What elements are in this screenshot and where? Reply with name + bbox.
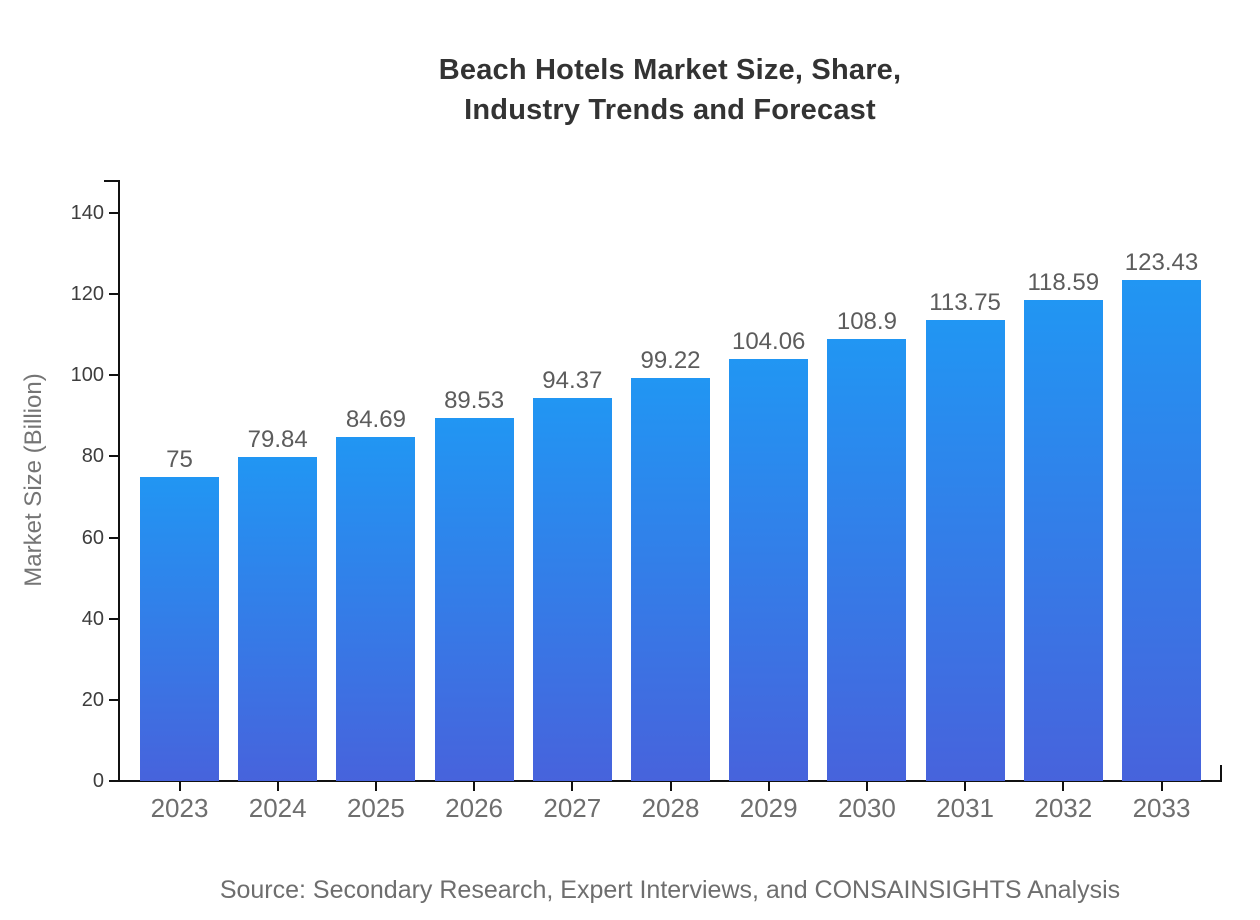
bar-value-label: 113.75 — [929, 288, 1001, 316]
y-tick-label: 40 — [81, 607, 104, 630]
x-tick — [865, 782, 868, 791]
y-tick — [109, 698, 118, 701]
bar-value-label: 79.84 — [247, 426, 308, 454]
bar — [925, 319, 1005, 781]
x-tick-label: 2029 — [739, 793, 798, 823]
x-tick-label: 2031 — [936, 793, 995, 823]
bar-value-label: 108.9 — [836, 308, 897, 336]
y-tick — [109, 617, 118, 620]
y-axis-end-cap — [104, 180, 120, 182]
x-tick — [1062, 782, 1065, 791]
bar — [1023, 299, 1103, 781]
x-tick — [669, 782, 672, 791]
x-tick — [1160, 782, 1163, 791]
x-tick-label: 2030 — [837, 793, 896, 823]
bar-value-label: 118.59 — [1027, 268, 1100, 296]
bar — [434, 417, 514, 781]
x-tick — [767, 782, 770, 791]
y-tick — [109, 536, 118, 539]
bar-value-label: 99.22 — [640, 347, 701, 375]
bar — [336, 437, 416, 781]
chart-title-line1: Beach Hotels Market Size, Share, — [438, 54, 902, 86]
y-tick — [109, 455, 118, 458]
x-tick — [473, 782, 476, 791]
y-tick-label: 140 — [70, 202, 104, 224]
bar — [1122, 280, 1201, 781]
x-tick — [964, 782, 967, 791]
x-tick-label: 2024 — [248, 793, 307, 823]
chart-title-line2: Industry Trends and Forecast — [464, 94, 876, 126]
bar-value-label: 75 — [166, 445, 193, 473]
bar — [631, 378, 710, 781]
x-tick-label: 2025 — [346, 793, 405, 823]
y-tick — [109, 374, 118, 377]
x-tick-label: 2028 — [641, 793, 700, 823]
x-tick — [374, 782, 377, 791]
x-tick-label: 2027 — [543, 793, 602, 823]
y-tick-label: 100 — [70, 364, 104, 387]
bar-value-label: 89.53 — [444, 386, 505, 414]
x-tick-label: 2026 — [445, 793, 504, 823]
y-axis-line — [118, 180, 120, 782]
y-tick-label: 120 — [70, 283, 104, 306]
bar-value-label: 104.06 — [731, 327, 806, 355]
y-tick — [109, 212, 118, 214]
x-axis-end-cap — [1220, 765, 1222, 781]
bar — [532, 398, 612, 781]
bar-value-label: 94.37 — [542, 367, 603, 395]
y-tick — [109, 293, 118, 296]
x-tick-label: 2032 — [1034, 793, 1093, 823]
y-tick-label: 0 — [92, 770, 104, 792]
x-axis-line — [118, 780, 1222, 782]
bar — [238, 457, 318, 781]
bar — [140, 476, 219, 781]
x-tick — [276, 782, 279, 791]
y-tick-label: 60 — [81, 526, 104, 549]
x-tick — [571, 782, 574, 791]
bar-value-label: 84.69 — [345, 406, 406, 434]
bar — [729, 358, 809, 781]
source-note: Source: Secondary Research, Expert Inter… — [219, 876, 1121, 904]
y-tick — [109, 780, 118, 782]
x-tick-label: 2023 — [150, 793, 209, 823]
y-tick-label: 80 — [81, 445, 104, 468]
x-tick — [178, 782, 181, 791]
bar-value-label: 123.43 — [1124, 249, 1199, 277]
x-tick-label: 2033 — [1132, 793, 1191, 823]
bar — [827, 339, 907, 781]
y-tick-label: 20 — [81, 688, 104, 711]
chart-title: Beach Hotels Market Size, Share, Industr… — [80, 50, 1260, 130]
